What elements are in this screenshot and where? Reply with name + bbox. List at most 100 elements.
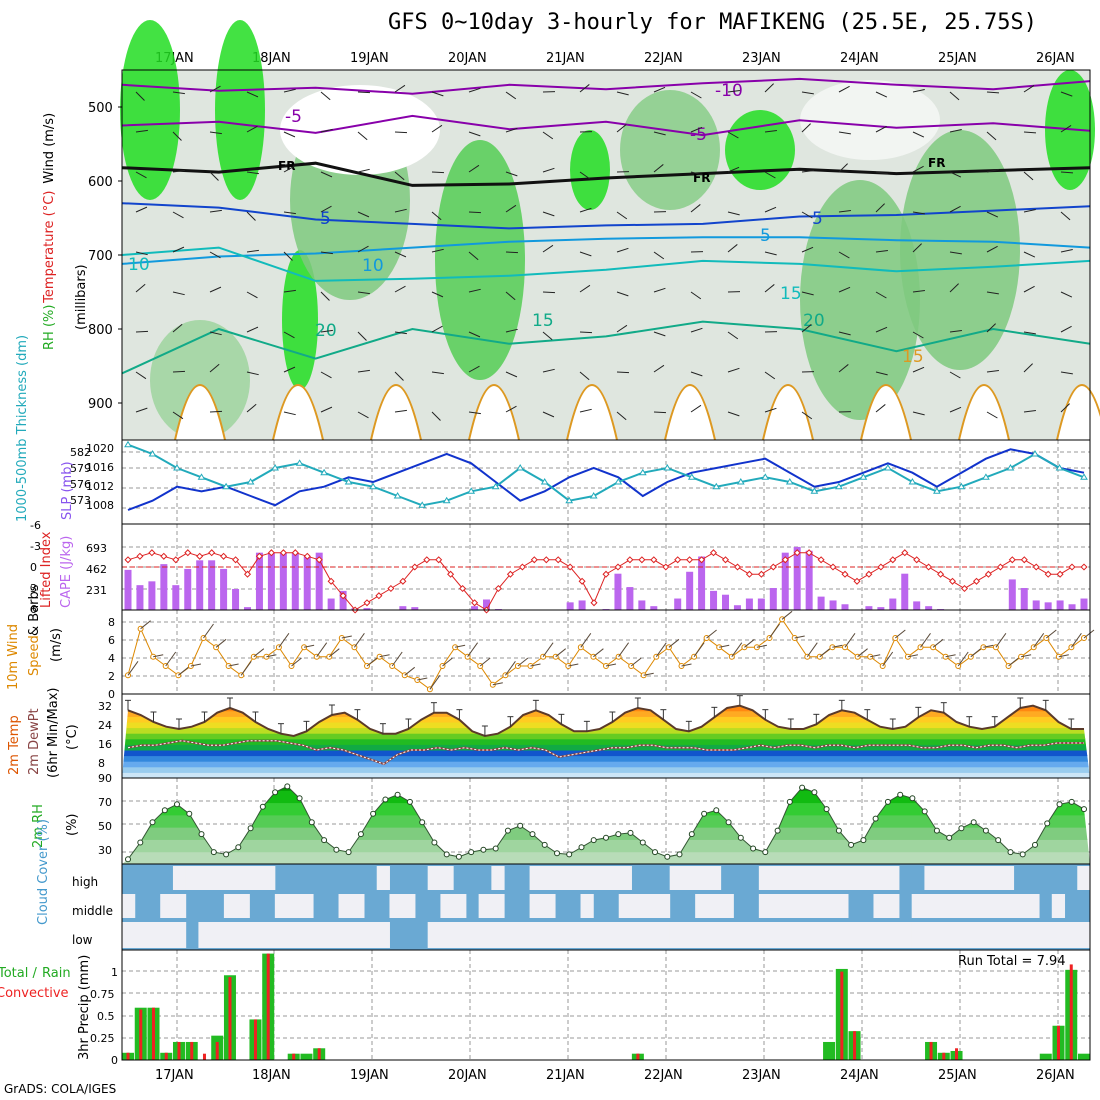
x-tick-label-top: 21JAN: [546, 51, 585, 66]
thickness-tick-label: 579: [70, 462, 91, 475]
rh-marker: [737, 834, 744, 841]
wind-barb: [172, 131, 182, 141]
rh-region: [620, 90, 720, 210]
cloud-level-label: low: [72, 933, 93, 947]
warm-isotherm-loop: [762, 384, 814, 441]
li-marker: [327, 577, 335, 585]
wind-barb: [431, 248, 444, 253]
wind-barb-surface: [542, 642, 554, 657]
cloud-cover-gap: [797, 922, 811, 948]
li-tick-label: 6: [30, 603, 37, 616]
cape-bar: [291, 552, 299, 610]
wind-barb: [468, 288, 481, 293]
thickness-marker: [859, 473, 868, 480]
cloud-cover-gap: [873, 866, 887, 890]
wind-barb-surface: [945, 654, 956, 658]
cloud-cover-gap: [809, 922, 824, 948]
wind-barb: [727, 90, 740, 93]
rh-marker: [786, 798, 793, 805]
wind-barb: [764, 83, 774, 93]
li-marker: [518, 563, 526, 571]
wind-barb: [542, 211, 555, 217]
wind-barb: [394, 409, 407, 413]
cape-bar: [674, 598, 682, 610]
li-marker: [889, 556, 897, 564]
cloud-cover-gap: [758, 922, 773, 948]
x-tick-label-top: 23JAN: [742, 51, 781, 66]
thickness-marker: [614, 478, 623, 485]
wind-barb: [1023, 410, 1036, 413]
ylabel-wind-group-b: Speed& Barbs: [27, 584, 42, 676]
wind-barb: [764, 251, 777, 256]
wind-tick-label: 2: [108, 670, 115, 683]
wind-barb: [468, 211, 482, 214]
rh-marker: [762, 849, 769, 856]
ylabel-wind: Wind (m/s): [42, 113, 57, 184]
wind-barb: [579, 171, 591, 180]
thickness-marker: [124, 440, 132, 448]
wind-tick-label: 4: [108, 652, 115, 665]
cloud-cover-gap: [784, 866, 798, 890]
precip-convective-bar: [942, 1052, 946, 1060]
wind-barb-surface: [391, 651, 403, 667]
li-tick-label: 3: [30, 582, 37, 595]
rh-marker: [492, 845, 499, 852]
wind-barb: [912, 243, 922, 253]
wind-barb: [875, 326, 888, 333]
wind-barb-surface: [455, 644, 466, 648]
wind-barb: [283, 165, 295, 173]
cloud-cover-gap: [287, 922, 301, 948]
cloud-cover-gap: [975, 866, 989, 890]
wind-barb: [209, 171, 219, 181]
wind-barb-surface: [844, 633, 856, 648]
wind-barb: [653, 411, 667, 414]
wind-barb: [986, 370, 999, 373]
wind-barb: [209, 251, 221, 259]
cloud-cover-gap: [249, 922, 263, 948]
cloud-cover-gap: [223, 894, 238, 918]
wind-barb: [394, 208, 407, 213]
wind-barb: [135, 171, 147, 179]
wind-barb-surface: [442, 657, 453, 667]
cape-bar: [315, 552, 323, 610]
cloud-cover-gap: [835, 866, 849, 890]
y-tick-label: 900: [88, 397, 113, 412]
x-tick-label-bottom: 17JAN: [155, 1068, 194, 1083]
thickness-marker: [810, 487, 819, 494]
warm-isotherm-loop: [174, 384, 226, 441]
cloud-cover-gap: [682, 866, 696, 890]
rh-tick-label: 50: [98, 820, 112, 833]
thickness-marker: [148, 450, 157, 457]
rh-marker: [590, 837, 597, 844]
cloud-cover-gap: [886, 922, 900, 948]
cape-bar: [1032, 600, 1040, 610]
li-marker: [769, 563, 777, 571]
temperature-band: [122, 771, 1090, 778]
thickness-marker: [933, 487, 941, 494]
cape-bar: [901, 573, 909, 610]
ylabel-rh2m: 2m RH: [31, 804, 46, 848]
wind-barb: [320, 128, 333, 133]
cloud-cover-gap: [134, 922, 148, 948]
ylabel-li: Lifted Index: [39, 531, 54, 608]
wind-barb: [283, 251, 293, 261]
wind-barb: [246, 91, 259, 98]
wind-barb-surface: [1070, 633, 1082, 648]
rh-marker: [382, 796, 389, 803]
wind-barb-surface: [1021, 654, 1032, 658]
contour-label: 5: [320, 209, 331, 229]
thickness-marker: [835, 482, 843, 490]
cloud-cover-gap: [223, 866, 238, 890]
wind-barb: [727, 211, 740, 216]
rh-dry-region: [280, 85, 440, 175]
temperature-band: [122, 755, 1090, 762]
cloud-cover-gap: [988, 922, 1002, 948]
credit-text: GrADS: COLA/IGES: [4, 1082, 117, 1096]
precip-convective-bar: [840, 971, 844, 1060]
wind-barb: [727, 131, 739, 139]
wind-barb: [801, 211, 813, 219]
cloud-cover-gap: [427, 922, 441, 948]
y-tick-label: 800: [88, 323, 113, 338]
x-tick-label-top: 25JAN: [938, 51, 977, 66]
cape-bar: [614, 573, 622, 610]
